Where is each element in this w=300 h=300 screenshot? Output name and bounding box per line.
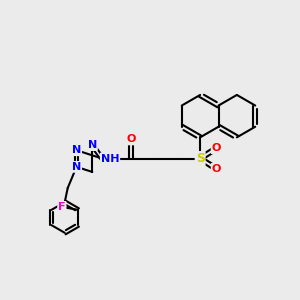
Text: N: N	[72, 145, 81, 155]
Text: O: O	[212, 143, 221, 153]
Text: O: O	[127, 134, 136, 144]
Text: N: N	[72, 162, 81, 172]
Text: S: S	[196, 152, 205, 165]
Text: O: O	[212, 164, 221, 174]
Text: NH: NH	[101, 154, 119, 164]
Text: F: F	[58, 202, 66, 212]
Text: N: N	[88, 140, 97, 150]
